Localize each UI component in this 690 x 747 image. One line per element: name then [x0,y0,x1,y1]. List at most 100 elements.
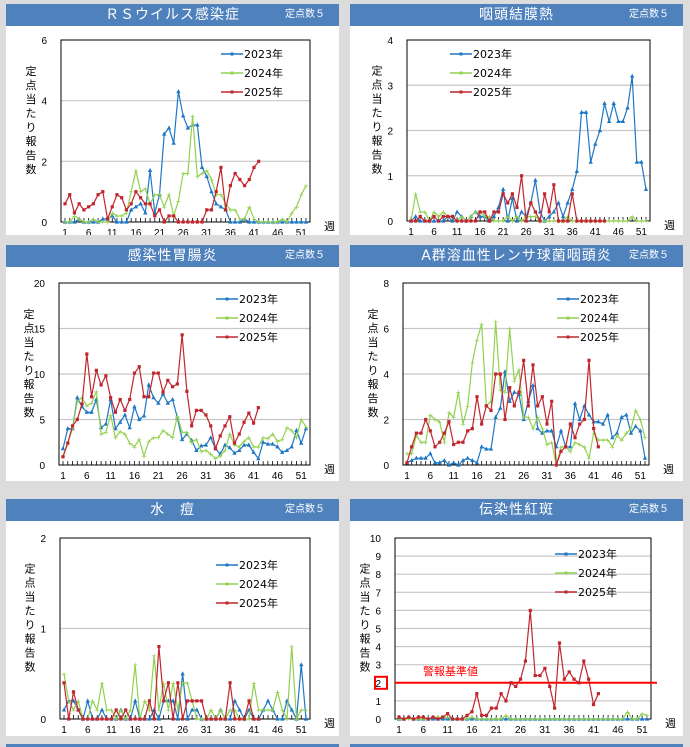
data-point [233,171,237,176]
data-point: + [446,409,452,417]
y-tick-label: 4 [375,643,381,654]
panel-title: 咽頭結膜熱 [479,7,554,23]
y-tick-label: 15 [34,325,46,336]
data-point [568,444,573,449]
data-point [156,400,161,405]
x-tick-label: 1 [396,725,402,736]
x-tick-label: 11 [105,471,116,481]
data-point [128,397,132,402]
data-point [256,456,261,461]
data-point [446,462,452,467]
data-point [100,717,104,721]
data-point [218,204,224,209]
data-point: + [274,438,280,446]
data-point [77,202,81,206]
panel-header: 伝染性紅斑 定点数５ [350,499,683,521]
data-point [275,716,280,721]
data-point: + [209,176,215,184]
data-point [181,220,185,224]
data-point [533,177,538,182]
data-point: + [185,170,191,178]
data-point: + [427,411,433,419]
data-point [551,209,557,214]
data-point [181,717,185,721]
data-point [72,211,77,215]
data-point [246,442,252,447]
data-point [124,219,129,224]
data-point [521,417,526,422]
data-point: + [468,213,474,221]
data-point [638,428,643,433]
data-point [540,395,544,399]
data-point: + [136,436,142,444]
x-tick-label: 46 [611,471,623,481]
x-tick-label: 41 [588,725,600,736]
data-point [219,165,223,169]
data-point [596,445,600,449]
data-point [548,684,552,689]
data-point: + [199,716,205,724]
data-point [100,216,106,221]
data-point: + [479,716,485,724]
data-point [303,426,309,431]
data-point: + [633,407,639,415]
data-point [503,716,509,721]
data-point [199,408,203,412]
y-tick-label: 0 [39,461,45,472]
data-point [572,677,576,681]
plot-area [58,282,311,466]
data-point [642,455,648,460]
data-point [475,395,479,399]
data-point: + [194,716,200,724]
data-point [115,193,119,197]
data-point [597,128,603,133]
data-point [559,449,563,453]
data-point: + [198,448,204,456]
data-point: + [431,208,437,216]
data-point [550,399,554,403]
x-tick-label: 46 [272,471,284,481]
data-point [552,183,556,187]
y-tick-label: 9 [375,552,381,563]
data-point [171,140,176,145]
data-point [251,421,256,425]
data-point [544,428,550,433]
data-point: + [260,706,266,714]
legend-marker [225,582,229,586]
legend-marker [230,52,234,56]
data-point: + [194,173,200,181]
panel-pharyngoconjunctival-fever: 咽頭結膜熱 定点数５ 0 1 2 3 4 1 6 11 16 21 26 31 36 41 46 51 週定点当… [350,4,683,235]
data-point [204,717,208,721]
data-point: + [496,218,502,226]
data-point: + [469,714,475,722]
threshold-label: 警報基準値 [423,664,478,678]
data-point: + [513,716,519,724]
data-point [611,100,616,105]
data-point: + [507,325,513,333]
data-point: + [236,443,242,451]
data-point: + [595,436,601,444]
data-point [148,202,152,206]
data-point [209,717,213,721]
y-axis-label-char: た [368,350,379,363]
data-point [138,717,142,721]
data-point [533,673,537,678]
data-point [105,217,110,221]
data-point [251,219,257,224]
data-point [65,426,70,431]
data-point [75,395,80,400]
data-point [247,219,252,224]
data-point [519,174,524,178]
data-point: + [105,219,111,227]
data-point [232,441,237,445]
data-point [536,404,540,408]
data-point [242,717,246,721]
data-point: + [440,208,446,216]
y-tick-label: 0 [383,461,389,472]
data-point: + [500,218,506,226]
data-point: + [484,716,490,724]
y-tick-label: 1 [375,697,381,708]
data-point: + [629,716,635,724]
x-tick-label: 41 [248,228,260,235]
data-point [414,455,419,460]
